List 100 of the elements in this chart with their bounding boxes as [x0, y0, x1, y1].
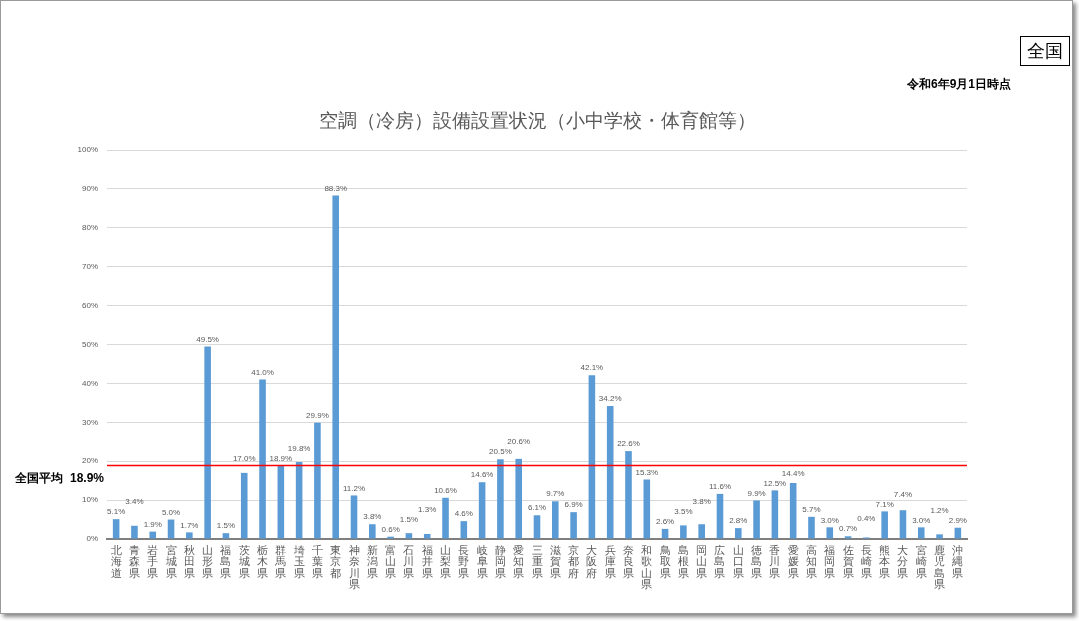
bar — [350, 495, 358, 539]
data-label: 1.7% — [180, 520, 199, 530]
bar — [881, 511, 888, 539]
y-tick-label: 80% — [81, 223, 98, 232]
data-label: 2.8% — [729, 516, 748, 526]
x-tick-label: 鳥取県 — [658, 543, 671, 579]
bar — [314, 422, 321, 539]
data-label: 6.1% — [527, 503, 547, 513]
data-label: 42.1% — [580, 363, 604, 373]
x-tick-label: 広島県 — [714, 543, 726, 579]
data-label: 11.2% — [342, 483, 366, 493]
y-tick-label: 0% — [86, 534, 98, 544]
data-label: 1.5% — [399, 514, 419, 524]
x-tick-label: 北海道 — [110, 543, 122, 579]
bar — [423, 533, 431, 539]
x-tick-label: 宮城県 — [164, 543, 177, 579]
bar — [588, 375, 596, 539]
x-tick-label: 兵庫県 — [604, 543, 616, 579]
data-label: 41.0% — [251, 367, 274, 377]
y-tick-label: 90% — [81, 184, 98, 194]
data-label: 15.3% — [635, 467, 659, 477]
x-tick-label: 大阪府 — [586, 543, 598, 579]
x-tick-label: 群馬県 — [274, 543, 287, 579]
data-label: 49.5% — [196, 334, 219, 344]
bar — [533, 515, 541, 539]
x-tick-label: 愛媛県 — [787, 543, 799, 579]
data-label: 3.5% — [674, 507, 693, 517]
data-label: 7.1% — [875, 499, 894, 509]
data-label: 1.5% — [216, 521, 236, 531]
text: 令和6年9月1日時点 — [906, 76, 1011, 92]
x-tick-label: 長崎県 — [860, 543, 872, 579]
x-tick-label: 富山県 — [385, 543, 397, 579]
bar — [405, 533, 413, 539]
bar — [497, 459, 504, 539]
data-label: 1.2% — [930, 505, 949, 515]
y-tick-label: 50% — [81, 339, 98, 349]
x-tick-label: 奈良県 — [622, 543, 634, 579]
y-tick-label: 20% — [81, 456, 98, 466]
data-label: 3.8% — [692, 497, 711, 507]
x-tick-label: 山形県 — [202, 543, 214, 579]
x-tick-label: 東京都 — [330, 543, 342, 579]
x-tick-label: 青森県 — [128, 543, 140, 579]
data-label: 18.9% — [269, 453, 293, 463]
text: 全国 — [1020, 36, 1070, 66]
x-tick-label: 福岡県 — [824, 543, 836, 579]
data-label: 4.6% — [454, 509, 473, 519]
bar — [698, 524, 705, 539]
x-tick-label: 徳島県 — [751, 543, 763, 579]
x-tick-label: 石川県 — [403, 543, 415, 579]
bar — [478, 482, 486, 539]
y-tick-label: 10% — [81, 495, 98, 505]
data-label: 0.4% — [857, 514, 876, 524]
bar — [826, 527, 834, 539]
x-tick-label: 福島県 — [220, 543, 232, 579]
data-label: 14.4% — [781, 468, 805, 478]
x-tick-label: 茨城県 — [237, 543, 250, 579]
data-label: 11.6% — [708, 482, 732, 492]
ref-line-label: 全国平均 18.9% — [14, 470, 105, 485]
x-tick-label: 熊本県 — [879, 543, 891, 579]
bar — [917, 527, 925, 539]
bar — [734, 528, 742, 539]
bar — [570, 512, 577, 539]
bar — [625, 451, 632, 539]
data-label: 1.9% — [143, 519, 162, 529]
x-tick-label: 秋田県 — [183, 543, 195, 579]
data-label: 34.2% — [598, 394, 622, 404]
bar — [295, 461, 303, 539]
data-label: 5.7% — [802, 505, 821, 515]
x-tick-label: 山梨県 — [440, 543, 452, 579]
data-label: 14.6% — [470, 470, 494, 480]
bar — [167, 519, 175, 539]
bar — [606, 405, 614, 539]
data-label: 3.8% — [363, 512, 382, 522]
bar — [753, 500, 760, 539]
x-tick-label: 大分県 — [897, 543, 909, 579]
bar — [899, 510, 907, 539]
data-label: 3.0% — [912, 515, 931, 525]
x-tick-label: 島根県 — [677, 543, 689, 579]
bar — [771, 490, 779, 539]
data-label: 7.4% — [893, 489, 913, 499]
data-label: 3.0% — [820, 515, 839, 525]
data-label: 3.4% — [125, 497, 144, 507]
data-label: 9.9% — [747, 488, 766, 498]
data-label: 17.0% — [232, 453, 256, 463]
data-label: 10.6% — [434, 485, 457, 495]
bar — [259, 379, 266, 539]
x-tick-label: 静岡県 — [494, 543, 506, 579]
data-label: 88.3% — [324, 183, 348, 193]
x-tick-label: 神奈川県 — [348, 543, 360, 591]
data-label: 29.9% — [306, 410, 329, 420]
x-tick-label: 滋賀県 — [549, 543, 561, 579]
y-tick-label: 60% — [81, 300, 98, 310]
bar — [149, 531, 157, 539]
bar — [277, 465, 285, 539]
x-tick-label: 鹿児島県 — [934, 543, 946, 591]
data-label: 5.1% — [107, 507, 126, 517]
bar — [332, 195, 340, 539]
x-tick-label: 京都府 — [568, 543, 580, 579]
data-label: 2.9% — [948, 515, 967, 525]
bar — [716, 493, 724, 539]
